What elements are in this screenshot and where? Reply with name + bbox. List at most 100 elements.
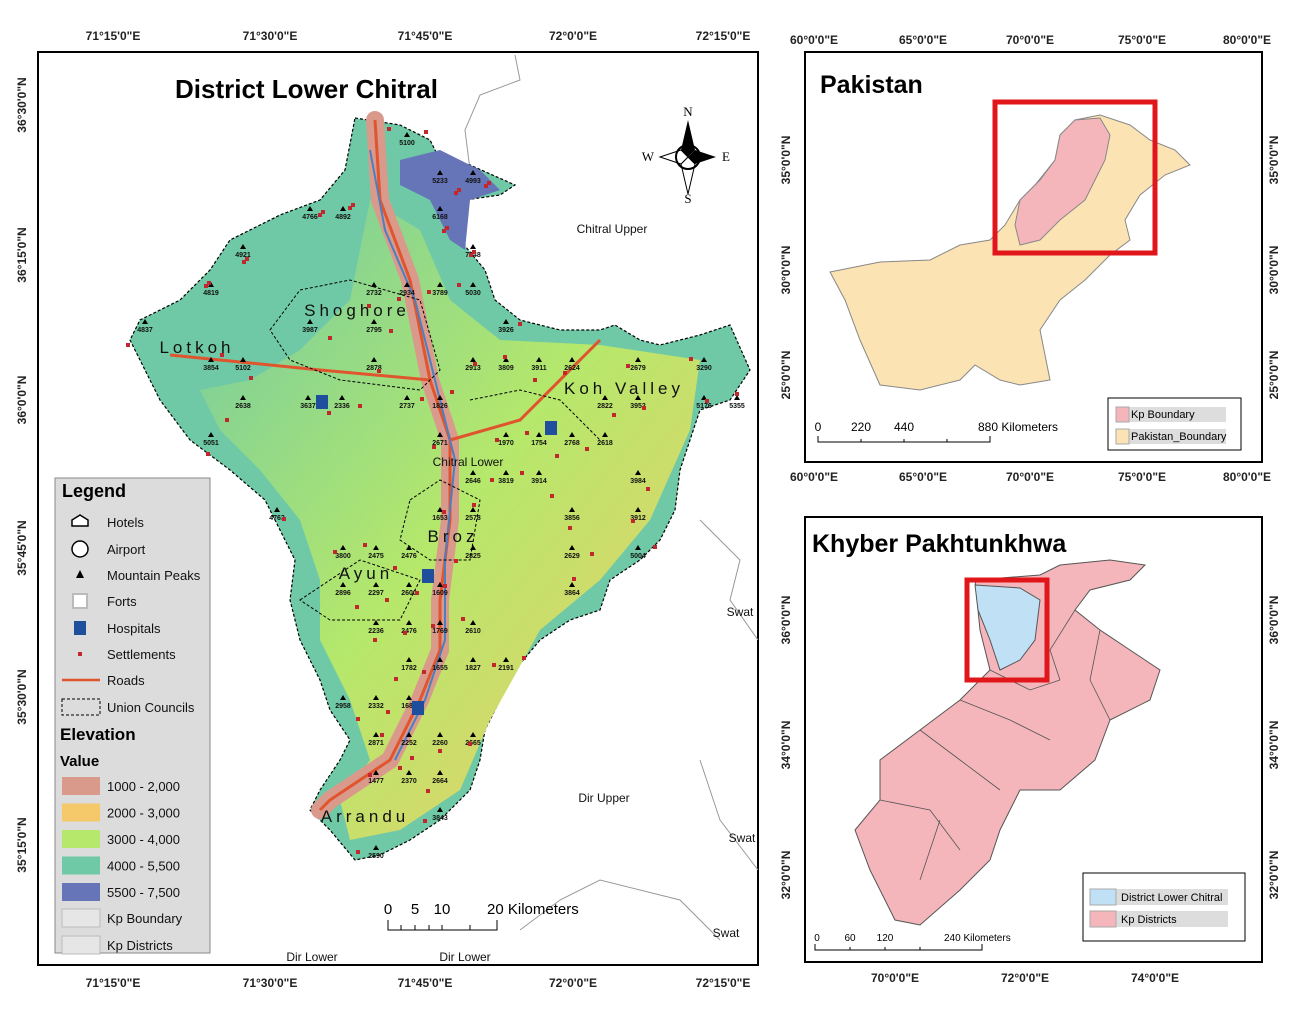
peak-marker: [470, 170, 476, 175]
peak-marker: [240, 395, 246, 400]
legend-symbol: [72, 593, 88, 609]
peak-marker: [569, 357, 575, 362]
settlement: [495, 438, 499, 442]
peak-label: 2260: [432, 740, 448, 747]
peak-marker: [373, 620, 379, 625]
settlement: [423, 819, 427, 823]
peak-marker: [240, 244, 246, 249]
peak-marker: [569, 582, 575, 587]
peak-label: 1970: [498, 440, 514, 447]
settlement: [457, 188, 461, 192]
settlement: [520, 471, 524, 475]
neighbor-label: Swat: [727, 605, 754, 619]
settlement: [646, 487, 650, 491]
peak-label: 3854: [203, 365, 219, 372]
scale-label: 60: [844, 933, 856, 944]
peak-marker: [701, 357, 707, 362]
settlement: [321, 210, 325, 214]
settlement: [397, 297, 401, 301]
settlement: [355, 605, 359, 609]
legend-swatch: [1089, 910, 1117, 928]
peak-marker: [437, 507, 443, 512]
scale-label: 880 Kilometers: [978, 420, 1058, 434]
peak-label: 3926: [498, 327, 514, 334]
peak-marker: [503, 319, 509, 324]
area-label: Shoghore: [304, 301, 410, 320]
peak-label: 1754: [531, 440, 547, 447]
peak-marker: [404, 132, 410, 137]
peak-label: 2934: [399, 290, 415, 297]
legend-label: Roads: [107, 673, 145, 688]
settlement: [503, 355, 507, 359]
peak-label: 2618: [597, 440, 613, 447]
settlement: [328, 336, 332, 340]
peak-label: 3843: [432, 815, 448, 822]
peak-marker: [470, 620, 476, 625]
lat-label: 35°15'0"N: [15, 817, 29, 872]
settlement: [385, 598, 389, 602]
settlement: [454, 191, 458, 195]
hospital: [316, 395, 328, 409]
settlement: [492, 663, 496, 667]
settlement: [363, 543, 367, 547]
settlement: [454, 559, 458, 563]
peak-marker: [406, 657, 412, 662]
peak-marker: [373, 845, 379, 850]
peak-marker: [340, 545, 346, 550]
peak-label: 3864: [564, 590, 580, 597]
lat-label: 34°0'0"N: [779, 721, 793, 770]
peak-marker: [406, 732, 412, 737]
peak-label: 2332: [368, 703, 384, 710]
compass-letter: S: [684, 191, 691, 206]
settlement: [220, 353, 224, 357]
settlement: [356, 717, 360, 721]
settlement: [373, 638, 377, 642]
lon-label: 72°15'0"E: [696, 976, 751, 990]
lon-label: 71°15'0"E: [86, 29, 141, 43]
lat-label: 35°30'0"N: [15, 669, 29, 724]
peak-label: 5100: [399, 140, 415, 147]
legend-swatch: [1089, 888, 1117, 906]
peak-marker: [437, 732, 443, 737]
settlement: [487, 181, 491, 185]
legend-swatch: [62, 856, 100, 875]
settlement: [204, 284, 208, 288]
lat-label: 36°15'0"N: [15, 227, 29, 282]
scale-label: 0: [815, 420, 822, 434]
peak-marker: [470, 732, 476, 737]
peak-marker: [274, 507, 280, 512]
peak-marker: [569, 432, 575, 437]
legend-label: Kp Boundary: [107, 911, 183, 926]
settlement: [443, 584, 447, 588]
legend-label: 3000 - 4,000: [107, 832, 180, 847]
peak-marker: [536, 357, 542, 362]
area-label: Broz: [428, 527, 479, 546]
scale-label: 0: [384, 901, 392, 918]
lat-label: 36°0'0"N: [15, 376, 29, 425]
peak-marker: [371, 319, 377, 324]
peak-label: 2476: [401, 553, 417, 560]
peak-label: 3809: [498, 365, 514, 372]
legend-label: Mountain Peaks: [107, 568, 201, 583]
legend-label: Hotels: [107, 515, 144, 530]
settlement: [689, 357, 693, 361]
settlement: [126, 343, 130, 347]
peak-marker: [569, 507, 575, 512]
lon-label: 71°15'0"E: [86, 976, 141, 990]
settlement: [424, 130, 428, 134]
lat-label: 34°0'0"N: [1267, 721, 1281, 770]
peak-marker: [635, 470, 641, 475]
settlement: [631, 519, 635, 523]
legend-label: 4000 - 5,500: [107, 859, 180, 874]
settlement: [367, 304, 371, 308]
peak-label: 2664: [432, 778, 448, 785]
peak-marker: [437, 282, 443, 287]
settlement: [563, 371, 567, 375]
area-label: Lotkoh: [159, 338, 234, 357]
peak-marker: [437, 657, 443, 662]
peak-label: 2795: [366, 327, 382, 334]
peak-marker: [470, 545, 476, 550]
hospital: [422, 569, 434, 583]
